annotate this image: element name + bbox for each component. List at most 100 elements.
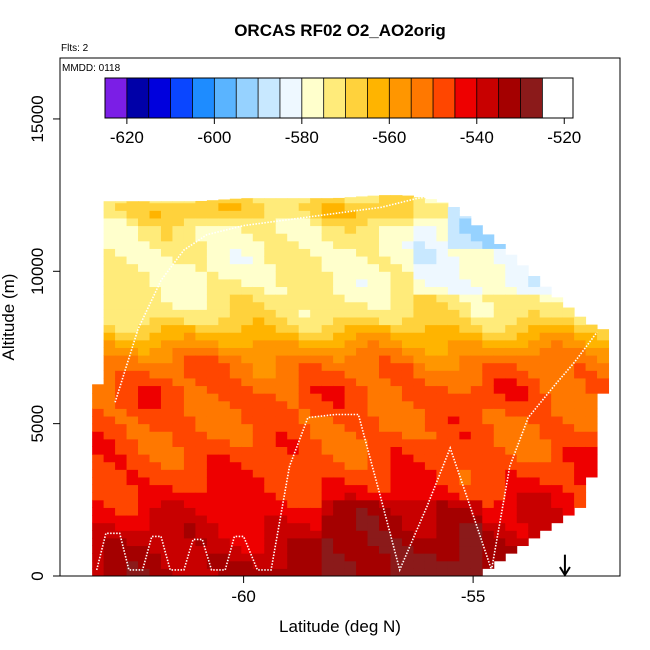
heatmap-cell bbox=[379, 309, 391, 318]
heatmap-cell bbox=[160, 416, 173, 425]
heatmap-cell bbox=[390, 469, 403, 478]
heatmap-cell bbox=[149, 240, 162, 249]
heatmap-cell bbox=[103, 301, 116, 310]
heatmap-cell bbox=[436, 515, 449, 524]
heatmap-cell bbox=[344, 278, 357, 288]
heatmap-cell bbox=[229, 400, 242, 409]
heatmap-cell bbox=[103, 560, 116, 569]
heatmap-cell bbox=[149, 370, 162, 379]
heatmap-cell bbox=[333, 484, 346, 493]
heatmap-cell bbox=[115, 560, 128, 569]
heatmap-cell bbox=[585, 339, 598, 348]
heatmap-cell bbox=[470, 492, 483, 501]
heatmap-cell bbox=[160, 461, 173, 470]
heatmap-cell bbox=[229, 431, 242, 440]
heatmap-cell bbox=[264, 507, 277, 516]
heatmap-cell bbox=[252, 385, 265, 394]
heatmap-cell bbox=[424, 469, 437, 478]
heatmap-cell bbox=[424, 202, 437, 211]
heatmap-cell bbox=[356, 370, 369, 379]
heatmap-cell bbox=[459, 484, 472, 493]
heatmap-cell bbox=[160, 294, 173, 303]
heatmap-cell bbox=[252, 400, 265, 409]
heatmap-cell bbox=[574, 408, 587, 417]
heatmap-cell bbox=[482, 515, 495, 524]
heatmap-cell bbox=[287, 240, 300, 249]
heatmap-cell bbox=[447, 248, 460, 257]
heatmap-cell bbox=[482, 377, 495, 387]
heatmap-cell bbox=[126, 317, 139, 326]
heatmap-cell bbox=[126, 553, 139, 562]
heatmap-cell bbox=[126, 248, 139, 257]
heatmap-cell bbox=[160, 202, 173, 211]
heatmap-cell bbox=[528, 446, 541, 455]
heatmap-cell bbox=[229, 499, 242, 508]
heatmap-cell bbox=[149, 301, 162, 310]
heatmap-cell bbox=[241, 317, 254, 326]
heatmap-cell bbox=[264, 339, 277, 348]
heatmap-cell bbox=[241, 484, 254, 493]
heatmap-cell bbox=[298, 278, 311, 288]
heatmap-cell bbox=[241, 408, 254, 417]
heatmap-cell bbox=[379, 202, 391, 211]
heatmap-cell bbox=[126, 339, 139, 348]
heatmap-cell bbox=[333, 400, 346, 409]
heatmap-cell bbox=[401, 408, 414, 417]
heatmap-cell bbox=[172, 240, 185, 249]
heatmap-cell bbox=[310, 507, 323, 516]
heatmap-cell bbox=[390, 332, 403, 341]
heatmap-cell bbox=[241, 469, 254, 478]
heatmap-cell bbox=[344, 484, 357, 493]
heatmap-cell bbox=[183, 201, 196, 204]
heatmap-cell bbox=[310, 416, 323, 425]
heatmap-cell bbox=[390, 400, 403, 409]
heatmap-cell bbox=[367, 377, 380, 387]
heatmap-cell bbox=[482, 499, 495, 508]
heatmap-cell bbox=[379, 248, 391, 257]
heatmap-cell bbox=[470, 454, 483, 463]
heatmap-cell bbox=[275, 393, 288, 402]
heatmap-cell bbox=[298, 332, 311, 341]
heatmap-cell bbox=[482, 324, 495, 333]
heatmap-cell bbox=[241, 393, 254, 402]
heatmap-cell bbox=[356, 492, 369, 501]
heatmap-cell bbox=[470, 240, 483, 249]
heatmap-cell bbox=[367, 256, 380, 265]
heatmap-cell bbox=[470, 393, 483, 402]
heatmap-cell bbox=[470, 484, 483, 493]
heatmap-cell bbox=[401, 454, 414, 463]
heatmap-cell bbox=[241, 294, 254, 303]
heatmap-cell bbox=[287, 522, 300, 531]
heatmap-cell bbox=[597, 339, 610, 348]
heatmap-cell bbox=[482, 560, 495, 569]
heatmap-cell bbox=[160, 492, 173, 501]
heatmap-cell bbox=[356, 393, 369, 402]
heatmap-cell bbox=[138, 553, 151, 562]
heatmap-cell bbox=[126, 240, 139, 249]
heatmap-cell bbox=[436, 271, 449, 280]
heatmap-cell bbox=[103, 271, 116, 280]
heatmap-cell bbox=[275, 484, 288, 493]
heatmap-cell bbox=[367, 324, 380, 333]
heatmap-cell bbox=[206, 256, 219, 265]
heatmap-cell bbox=[103, 515, 116, 524]
heatmap-cell bbox=[229, 324, 242, 333]
heatmap-cell bbox=[528, 276, 541, 280]
heatmap-cell bbox=[379, 240, 391, 249]
heatmap-cell bbox=[390, 476, 403, 486]
heatmap-cell bbox=[424, 476, 437, 486]
heatmap-cell bbox=[390, 560, 403, 569]
heatmap-cell bbox=[493, 286, 506, 295]
heatmap-cell bbox=[333, 537, 346, 547]
heatmap-cell bbox=[470, 278, 483, 288]
heatmap-cell bbox=[264, 545, 277, 554]
heatmap-cell bbox=[562, 416, 575, 425]
heatmap-cell bbox=[183, 301, 196, 310]
heatmap-cell bbox=[505, 301, 518, 310]
heatmap-cell bbox=[459, 568, 472, 577]
heatmap-cell bbox=[275, 553, 288, 562]
heatmap-cell bbox=[447, 225, 460, 234]
heatmap-cell bbox=[149, 446, 162, 455]
heatmap-cell bbox=[103, 484, 116, 493]
heatmap-cell bbox=[287, 568, 300, 577]
